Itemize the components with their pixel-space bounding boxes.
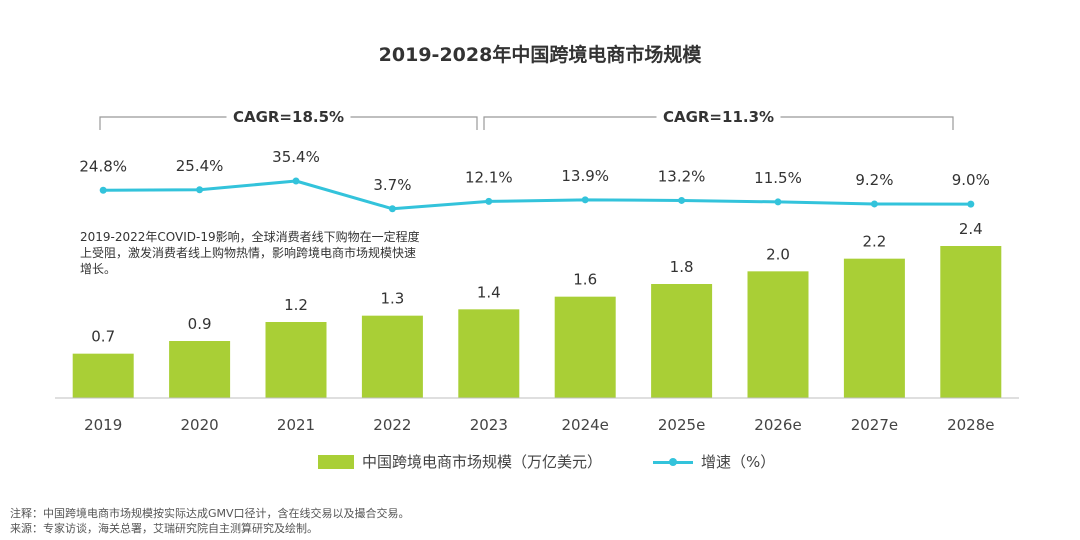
growth-rate-line [103, 179, 971, 211]
growth-label-2019: 24.8% [79, 157, 127, 175]
growth-point-2024e [581, 196, 589, 204]
x-tick-label-2022: 2022 [373, 416, 411, 434]
growth-point-2022 [388, 205, 396, 213]
growth-label-2026e: 11.5% [754, 169, 802, 187]
bar-2027e [843, 258, 905, 398]
x-tick-label-2028e: 2028e [947, 416, 994, 434]
cagr-label-2: CAGR=11.3% [663, 108, 774, 126]
bar-label-2028e: 2.4 [959, 220, 983, 238]
bar-label-2026e: 2.0 [766, 245, 790, 263]
covid-note-annotation: 2019-2022年COVID-19影响，全球消费者线下购物在一定程度上受阻，激… [80, 230, 420, 276]
x-tick-label-2020: 2020 [181, 416, 219, 434]
bar-label-2024e: 1.6 [573, 271, 597, 289]
bar-label-2021: 1.2 [284, 296, 308, 314]
bar-2026e [747, 271, 809, 398]
growth-label-2022: 3.7% [373, 176, 411, 194]
x-tick-label-2019: 2019 [84, 416, 122, 434]
growth-point-2026e [774, 198, 782, 206]
bar-label-2019: 0.7 [91, 328, 115, 346]
growth-point-2020 [196, 186, 204, 194]
growth-label-2028e: 9.0% [952, 171, 990, 189]
bar-label-2027e: 2.2 [862, 233, 886, 251]
growth-point-2023 [485, 197, 493, 205]
x-tick-label-2023: 2023 [470, 416, 508, 434]
bar-label-2020: 0.9 [188, 315, 212, 333]
x-tick-label-2026e: 2026e [754, 416, 801, 434]
growth-label-2024e: 13.9% [561, 167, 609, 185]
legend: 中国跨境电商市场规模（万亿美元） 增速（%） [0, 451, 1080, 473]
bar-2025e [651, 284, 713, 398]
bar-2021 [265, 322, 327, 398]
growth-point-2028e [967, 200, 975, 208]
growth-label-2025e: 13.2% [658, 167, 706, 185]
legend-swatch-bar [318, 454, 354, 469]
bar-2024e [554, 296, 616, 398]
growth-label-2021: 35.4% [272, 148, 320, 166]
legend-label-market-size: 中国跨境电商市场规模（万亿美元） [362, 453, 603, 471]
footnote-note: 注释：中国跨境电商市场规模按实际达成GMV口径计，含在线交易以及撮合交易。 [10, 507, 410, 520]
x-tick-label-2025e: 2025e [658, 416, 705, 434]
cagr-label-bg-1 [226, 107, 351, 127]
growth-label-2027e: 9.2% [855, 171, 893, 189]
bar-2023 [458, 309, 520, 398]
growth-label-2023: 12.1% [465, 168, 513, 186]
x-tick-label-2024e: 2024e [561, 416, 608, 434]
bar-label-2023: 1.4 [477, 283, 501, 301]
bar-label-2025e: 1.8 [670, 258, 694, 276]
bar-2019 [72, 353, 134, 398]
bar-label-2022: 1.3 [380, 290, 404, 308]
growth-point-2025e [678, 196, 686, 204]
growth-label-2020: 25.4% [176, 157, 224, 175]
legend-item-market-size: 中国跨境电商市场规模（万亿美元） [318, 451, 602, 472]
growth-point-2021 [292, 177, 300, 185]
x-tick-label-2021: 2021 [277, 416, 315, 434]
legend-label-growth-rate: 增速（%） [701, 453, 776, 471]
x-tick-label-2027e: 2027e [851, 416, 898, 434]
footnote-source: 来源：专家访谈，海关总署，艾瑞研究院自主测算研究及绘制。 [10, 522, 318, 535]
bar-2022 [361, 315, 423, 398]
bar-2020 [169, 341, 231, 398]
legend-swatch-line [653, 455, 693, 469]
growth-point-2019 [99, 186, 107, 194]
cagr-label-1: CAGR=18.5% [233, 108, 344, 126]
cagr-label-bg-2 [656, 107, 781, 127]
bar-2028e [940, 246, 1002, 398]
legend-item-growth-rate: 增速（%） [653, 451, 775, 472]
footnotes: 注释：中国跨境电商市场规模按实际达成GMV口径计，含在线交易以及撮合交易。 来源… [10, 506, 410, 536]
chart-title: 2019-2028年中国跨境电商市场规模 [378, 44, 702, 66]
growth-point-2027e [870, 200, 878, 208]
